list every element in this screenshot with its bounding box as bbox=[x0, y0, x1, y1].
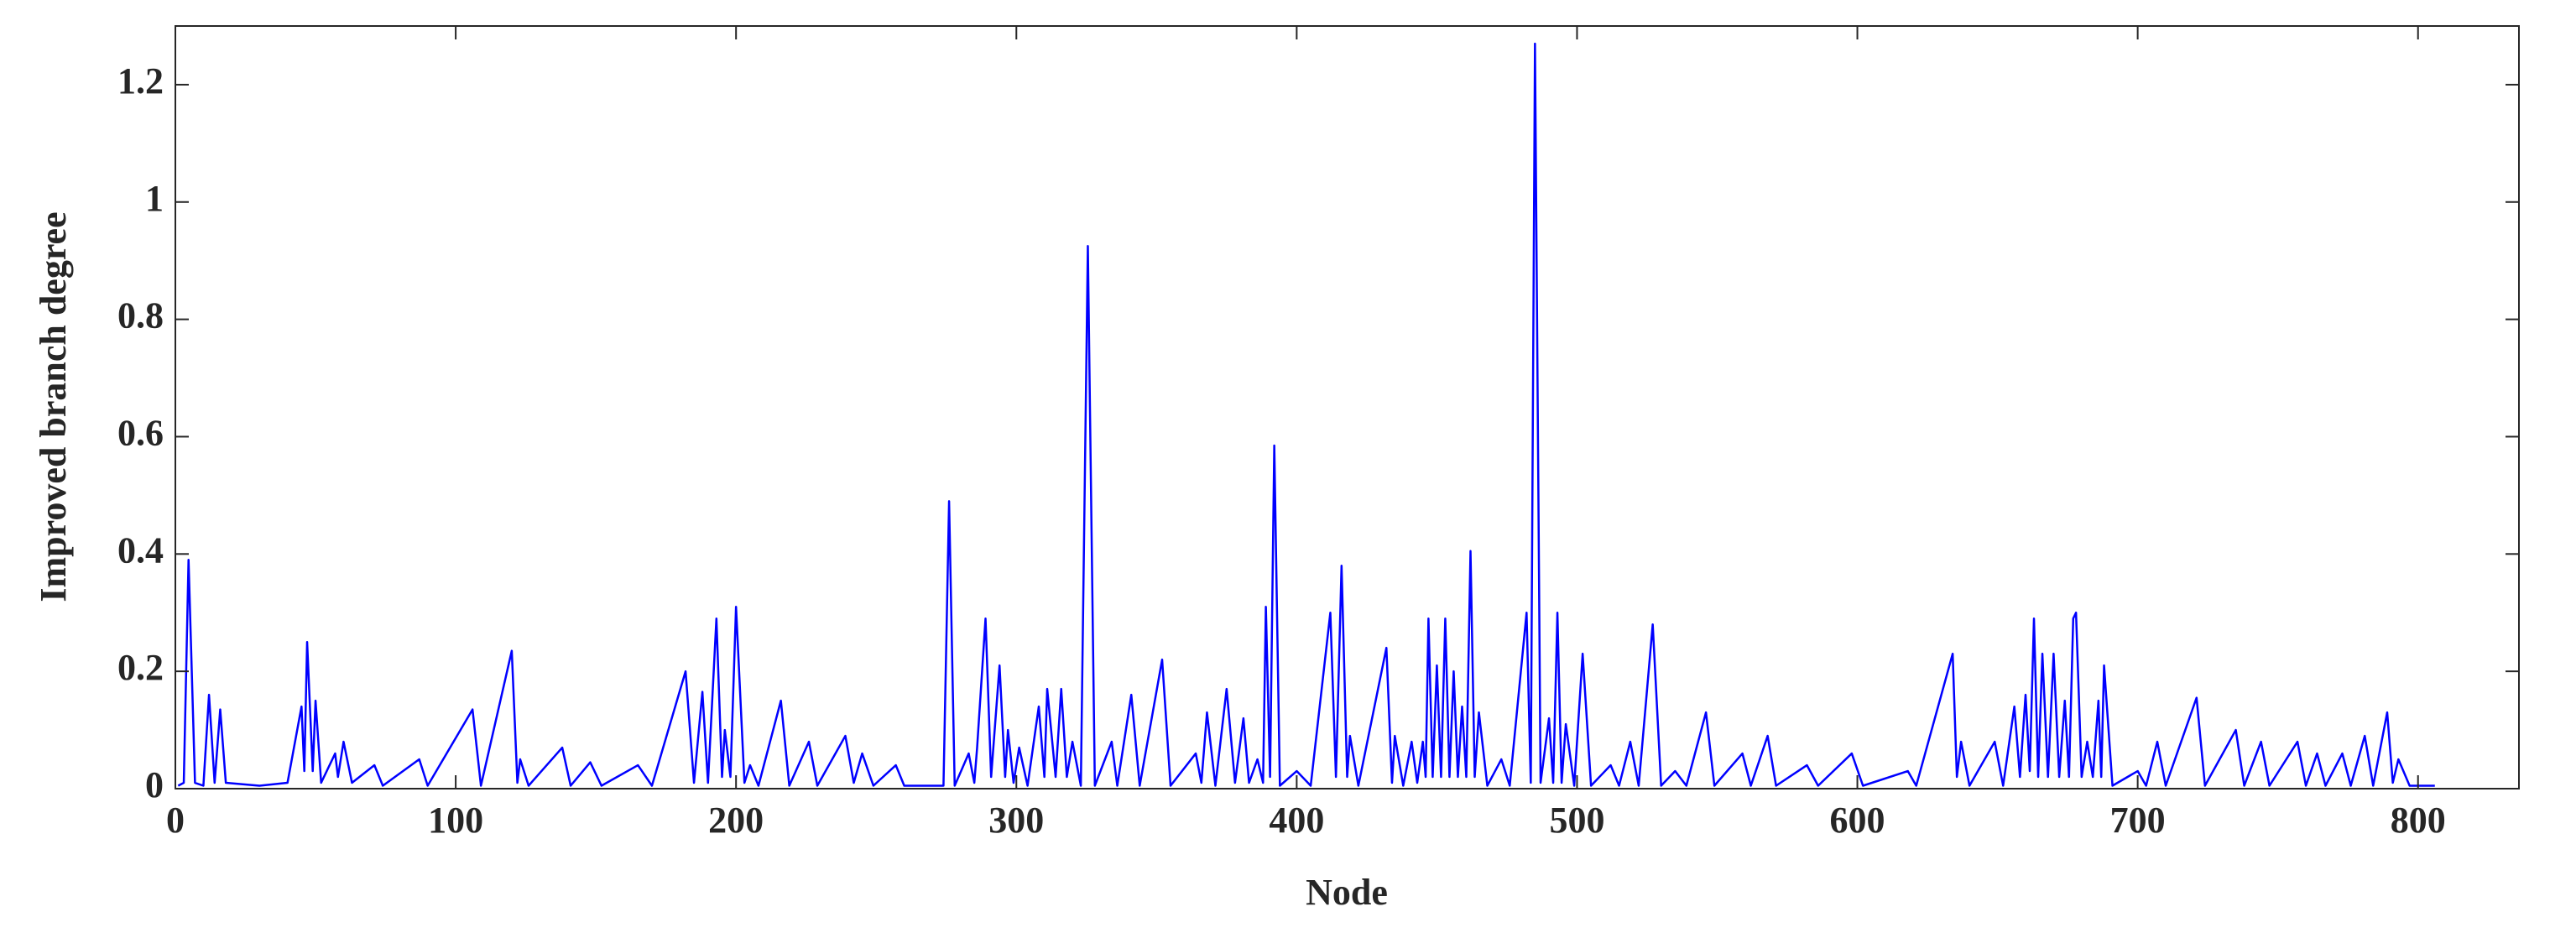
x-tick-label: 100 bbox=[428, 800, 483, 841]
x-tick-label: 200 bbox=[708, 800, 764, 841]
y-tick-label: 0 bbox=[145, 764, 164, 805]
plot-frame bbox=[175, 25, 2520, 789]
x-tick-label: 300 bbox=[988, 800, 1044, 841]
x-tick-label: 700 bbox=[2110, 800, 2166, 841]
data-line bbox=[177, 42, 2435, 787]
y-tick-label: 0.4 bbox=[117, 529, 164, 571]
y-tick-label: 0.2 bbox=[117, 647, 164, 688]
y-tick-label: 0.6 bbox=[117, 413, 164, 454]
y-tick-label: 1.2 bbox=[117, 60, 164, 102]
x-axis-label: Node bbox=[1306, 872, 1388, 913]
x-tick-label: 500 bbox=[1549, 800, 1604, 841]
x-tick-label: 600 bbox=[1830, 800, 1885, 841]
y-tick-label: 0.8 bbox=[117, 295, 164, 336]
y-axis-label: Improved branch degree bbox=[33, 211, 74, 602]
y-tick-label: 1 bbox=[145, 178, 164, 219]
x-tick-label: 400 bbox=[1269, 800, 1324, 841]
x-tick-label: 0 bbox=[166, 800, 185, 841]
x-tick-label: 800 bbox=[2391, 800, 2446, 841]
